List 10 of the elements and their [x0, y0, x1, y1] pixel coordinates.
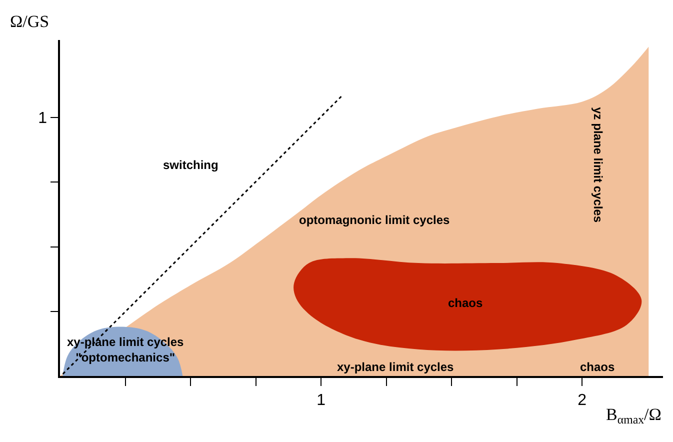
x-axis-title: B$_{αmax}$/Ω [606, 405, 662, 427]
annotation: yz plane limit cycles [590, 107, 605, 223]
annotation: optomagnonic limit cycles [299, 213, 450, 227]
x-tick-label: 2 [578, 392, 587, 409]
annotation: xy-plane limit cycles [337, 360, 454, 374]
y-axis-title: Ω/GS [10, 12, 50, 31]
annotation: chaos [580, 360, 616, 374]
annotation: chaos [448, 296, 484, 310]
annotation: xy-plane limit cycles "optomechanics" [67, 335, 184, 365]
annotation: switching [163, 158, 218, 172]
